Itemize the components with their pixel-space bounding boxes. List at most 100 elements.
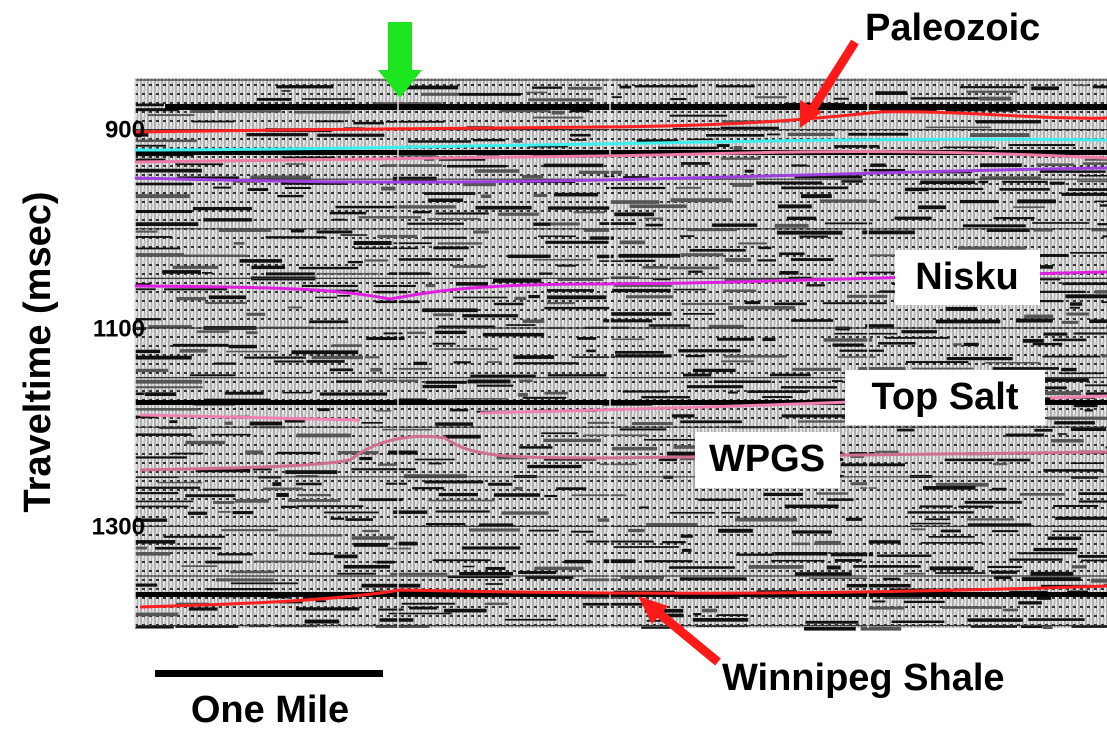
reflector (148, 114, 195, 116)
reflector (376, 561, 394, 564)
reflector (529, 530, 559, 532)
reflector (282, 90, 291, 92)
reflector (402, 603, 455, 605)
scale-bar (155, 670, 383, 677)
reflector (317, 273, 378, 275)
reflector (274, 360, 304, 362)
reflector (841, 463, 905, 466)
seismic-section (135, 78, 1107, 631)
reflector (1017, 199, 1056, 203)
reflector (374, 410, 391, 412)
reflector (853, 565, 920, 568)
reflector (1008, 144, 1075, 146)
reflector (604, 559, 636, 563)
reflector (953, 343, 962, 345)
reflector (483, 333, 544, 337)
reflector (353, 122, 384, 125)
reflector (681, 303, 732, 305)
reflector (180, 349, 208, 353)
reflector (343, 565, 389, 569)
reflector (968, 523, 1031, 526)
reflector (248, 188, 268, 191)
reflector (862, 230, 914, 234)
reflector (787, 217, 817, 220)
reflector (625, 260, 656, 262)
reflector (987, 566, 1022, 568)
reflector (771, 560, 824, 562)
y-tick-label: 900 (105, 116, 145, 143)
reflector (380, 618, 414, 622)
reflector (433, 559, 491, 561)
reflector (214, 362, 236, 364)
reflector (254, 561, 316, 563)
reflector (453, 398, 507, 400)
reflector (513, 139, 522, 143)
reflector (381, 187, 396, 191)
reflector (823, 302, 887, 304)
reflector (839, 350, 884, 352)
reflector (135, 408, 198, 411)
reflector (276, 493, 289, 497)
reflector (847, 584, 911, 588)
reflector (291, 350, 358, 354)
reflector (412, 487, 444, 489)
reflector (672, 414, 695, 417)
reflector (333, 219, 345, 221)
reflector (1032, 222, 1089, 224)
reflector (993, 217, 1034, 219)
reflector (135, 231, 158, 233)
reflector (514, 297, 526, 300)
reflector (473, 231, 489, 234)
reflector (190, 374, 236, 376)
reflector (630, 204, 687, 208)
reflector (365, 356, 380, 358)
reflector (929, 188, 983, 190)
reflector (311, 356, 363, 359)
reflector (246, 331, 257, 334)
reflector (1043, 469, 1103, 472)
reflector (976, 120, 1041, 123)
reflector (837, 356, 875, 358)
reflector (281, 506, 296, 508)
reflector (732, 183, 752, 187)
reflector (317, 230, 353, 233)
reflector (282, 392, 312, 394)
reflector (518, 571, 556, 574)
reflector (426, 284, 436, 287)
reflector (680, 577, 747, 580)
reflector (698, 499, 741, 501)
label-wpgs: WPGS (709, 438, 825, 480)
reflector (941, 530, 961, 533)
reflector (436, 510, 490, 512)
reflector (188, 512, 207, 515)
reflector (993, 463, 1007, 465)
reflector (635, 85, 698, 87)
reflector (781, 186, 848, 189)
reflector (728, 391, 738, 393)
reflector (926, 127, 991, 129)
reflector (175, 163, 223, 165)
reflector (1071, 462, 1104, 464)
reflector (827, 566, 841, 570)
reflector (641, 396, 690, 398)
reflector (296, 434, 350, 438)
scale-label: One Mile (191, 689, 349, 729)
reflector (184, 255, 247, 257)
reflector (686, 355, 706, 357)
reflector (526, 92, 547, 94)
reflector (1068, 188, 1107, 191)
reflector (324, 512, 379, 514)
reflector (176, 297, 206, 300)
reflector (911, 528, 925, 530)
reflector (775, 224, 809, 228)
reflector (318, 408, 329, 411)
reflector (1083, 162, 1107, 165)
reflector (135, 583, 157, 586)
reflector (485, 583, 503, 585)
reflector (404, 474, 467, 478)
reflector (359, 216, 422, 218)
reflector (506, 324, 536, 326)
reflector (878, 342, 915, 345)
reflector (277, 195, 303, 197)
reflector (775, 552, 828, 556)
